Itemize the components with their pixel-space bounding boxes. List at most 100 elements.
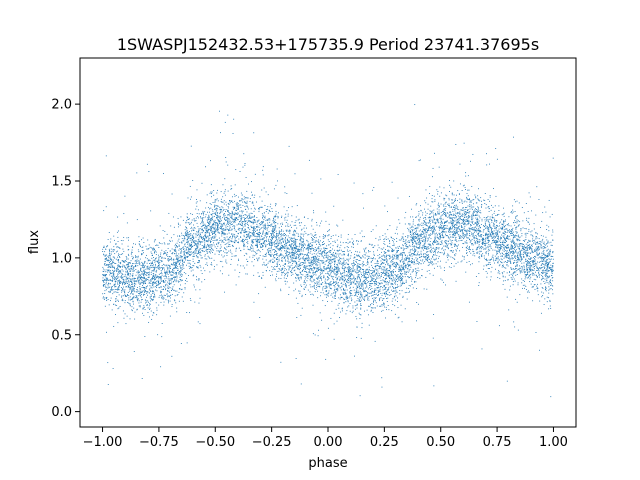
data-point xyxy=(395,258,397,260)
data-point xyxy=(392,238,394,239)
data-point xyxy=(512,272,514,274)
data-point xyxy=(175,274,177,275)
data-point xyxy=(353,260,355,261)
data-point xyxy=(172,253,173,255)
data-point xyxy=(186,252,188,254)
data-point xyxy=(537,242,538,243)
data-point xyxy=(425,241,427,243)
data-point xyxy=(304,266,306,268)
data-point xyxy=(414,225,416,227)
data-point xyxy=(301,237,302,239)
data-point xyxy=(338,250,340,251)
data-point xyxy=(461,239,463,241)
data-point xyxy=(415,268,417,270)
data-point xyxy=(411,233,413,235)
data-point xyxy=(356,305,358,307)
data-point xyxy=(358,300,360,302)
data-point xyxy=(369,251,371,252)
data-point xyxy=(392,291,394,292)
data-point xyxy=(528,240,530,242)
data-point xyxy=(169,259,170,261)
data-point xyxy=(383,247,385,249)
data-point xyxy=(373,270,375,272)
data-point xyxy=(423,244,425,246)
data-point xyxy=(464,230,466,232)
data-point xyxy=(404,262,406,264)
data-point xyxy=(477,242,479,244)
data-point xyxy=(154,267,156,269)
data-point xyxy=(133,278,135,280)
data-point xyxy=(549,250,551,252)
data-point xyxy=(360,278,361,280)
data-point xyxy=(477,251,479,253)
data-point xyxy=(277,261,279,263)
data-point xyxy=(465,218,467,220)
data-point xyxy=(482,243,483,245)
data-point xyxy=(180,256,182,258)
data-point xyxy=(297,268,299,270)
data-point xyxy=(111,288,113,290)
data-point xyxy=(297,256,299,258)
data-point xyxy=(310,259,312,261)
data-point xyxy=(270,203,272,205)
data-point xyxy=(271,243,272,244)
data-point xyxy=(358,312,360,314)
data-point xyxy=(461,213,463,215)
data-point xyxy=(151,287,153,289)
data-point xyxy=(381,251,382,253)
data-point xyxy=(265,211,267,212)
data-point xyxy=(386,309,387,311)
data-point xyxy=(415,236,417,238)
data-point xyxy=(118,276,120,278)
data-point xyxy=(232,245,234,247)
data-point xyxy=(339,262,341,264)
data-point xyxy=(123,276,125,278)
data-point xyxy=(130,286,132,287)
data-point xyxy=(164,257,166,259)
data-point xyxy=(170,282,172,284)
data-point xyxy=(443,210,445,212)
data-point xyxy=(343,298,345,300)
data-point xyxy=(213,228,215,230)
data-point xyxy=(177,270,179,271)
data-point xyxy=(290,272,292,274)
data-point xyxy=(548,289,550,291)
data-point xyxy=(209,228,211,230)
data-point xyxy=(423,245,425,247)
data-point xyxy=(395,267,397,269)
data-point xyxy=(209,258,211,260)
data-point xyxy=(111,265,113,267)
data-point xyxy=(272,236,274,238)
data-point xyxy=(449,216,451,218)
data-point xyxy=(337,244,339,246)
data-point xyxy=(315,271,316,273)
data-point xyxy=(168,286,170,288)
data-point xyxy=(334,260,336,262)
data-point xyxy=(297,250,299,252)
data-point xyxy=(335,266,337,268)
data-point xyxy=(428,256,430,258)
data-point xyxy=(127,277,129,279)
data-point xyxy=(281,260,283,262)
data-point xyxy=(144,260,146,262)
data-point xyxy=(126,272,128,274)
data-point xyxy=(302,241,304,243)
data-point xyxy=(295,245,297,247)
data-point xyxy=(492,230,494,232)
data-point xyxy=(387,284,389,286)
data-point xyxy=(424,253,426,255)
data-point xyxy=(184,256,186,258)
data-point xyxy=(290,246,292,248)
data-point xyxy=(425,228,427,230)
data-point xyxy=(249,236,251,238)
data-point xyxy=(321,252,322,254)
data-point xyxy=(513,222,515,224)
data-point xyxy=(163,251,165,253)
data-point xyxy=(479,250,481,252)
data-point xyxy=(144,336,146,338)
data-point xyxy=(180,279,182,281)
data-point xyxy=(173,299,175,301)
data-point xyxy=(491,219,492,221)
data-point xyxy=(275,225,277,227)
data-point xyxy=(443,205,445,207)
